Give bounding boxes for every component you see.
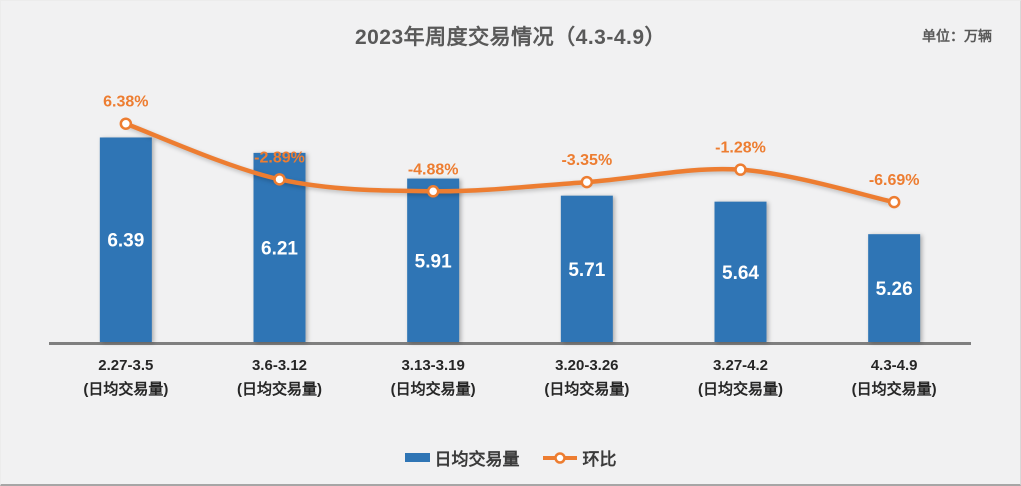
bar-3.13-3.19 [407, 178, 460, 342]
x-axis-label: 4.3-4.9 [871, 357, 918, 374]
percent-label: -4.88% [408, 161, 459, 178]
line-marker [887, 195, 901, 209]
legend-item-bar: 日均交易量 [404, 445, 520, 470]
line-marker [426, 185, 440, 198]
percent-label: 6.38% [103, 94, 148, 111]
bar-series-swatch-icon [404, 453, 430, 462]
x-axis-label: 3.27-4.2 [713, 357, 768, 374]
unit-label: 单位：万辆 [922, 28, 992, 44]
legend-bar-label: 日均交易量 [434, 450, 520, 469]
percent-label: -6.69% [869, 172, 920, 189]
line-marker [119, 117, 133, 130]
bar-2.27-3.5 [99, 137, 152, 342]
bar-value-label: 5.26 [876, 279, 913, 300]
percent-label: -1.28% [715, 140, 766, 157]
line-series-swatch-icon [542, 451, 577, 464]
legend-line-label: 环比 [582, 450, 617, 469]
bar-value-label: 6.21 [261, 238, 298, 259]
x-axis-sublabel: (日均交易量) [544, 380, 629, 398]
bar-value-label: 5.91 [415, 251, 452, 272]
chart-title: 2023年周度交易情况（4.3-4.9） [354, 26, 667, 49]
bar-4.3-4.9 [868, 234, 921, 342]
x-axis-sublabel: (日均交易量) [852, 380, 937, 398]
x-axis-sublabel: (日均交易量) [237, 380, 322, 398]
bar-value-label: 5.64 [722, 263, 759, 284]
bar-value-label: 5.71 [568, 260, 605, 281]
bar-value-label: 6.39 [107, 231, 144, 252]
line-marker [273, 173, 286, 186]
x-axis-label: 2.27-3.5 [98, 357, 153, 374]
x-axis-sublabel: (日均交易量) [391, 380, 476, 398]
x-axis-label: 3.6-3.12 [252, 357, 307, 374]
x-axis-sublabel: (日均交易量) [83, 380, 168, 398]
percent-label: -3.35% [561, 152, 612, 169]
x-axis-sublabel: (日均交易量) [698, 380, 783, 398]
trend-line [123, 121, 897, 205]
line-marker [580, 175, 594, 189]
chart-legend: 日均交易量 环比 [1, 445, 1020, 470]
x-axis-label: 3.13-3.19 [401, 357, 464, 374]
legend-item-line: 环比 [542, 445, 617, 470]
x-axis-label: 3.20-3.26 [555, 357, 618, 374]
bar-3.27-4.2 [714, 201, 767, 342]
percent-label: -2.89% [254, 149, 305, 166]
line-marker [734, 163, 747, 176]
bar-3.20-3.26 [560, 195, 613, 342]
